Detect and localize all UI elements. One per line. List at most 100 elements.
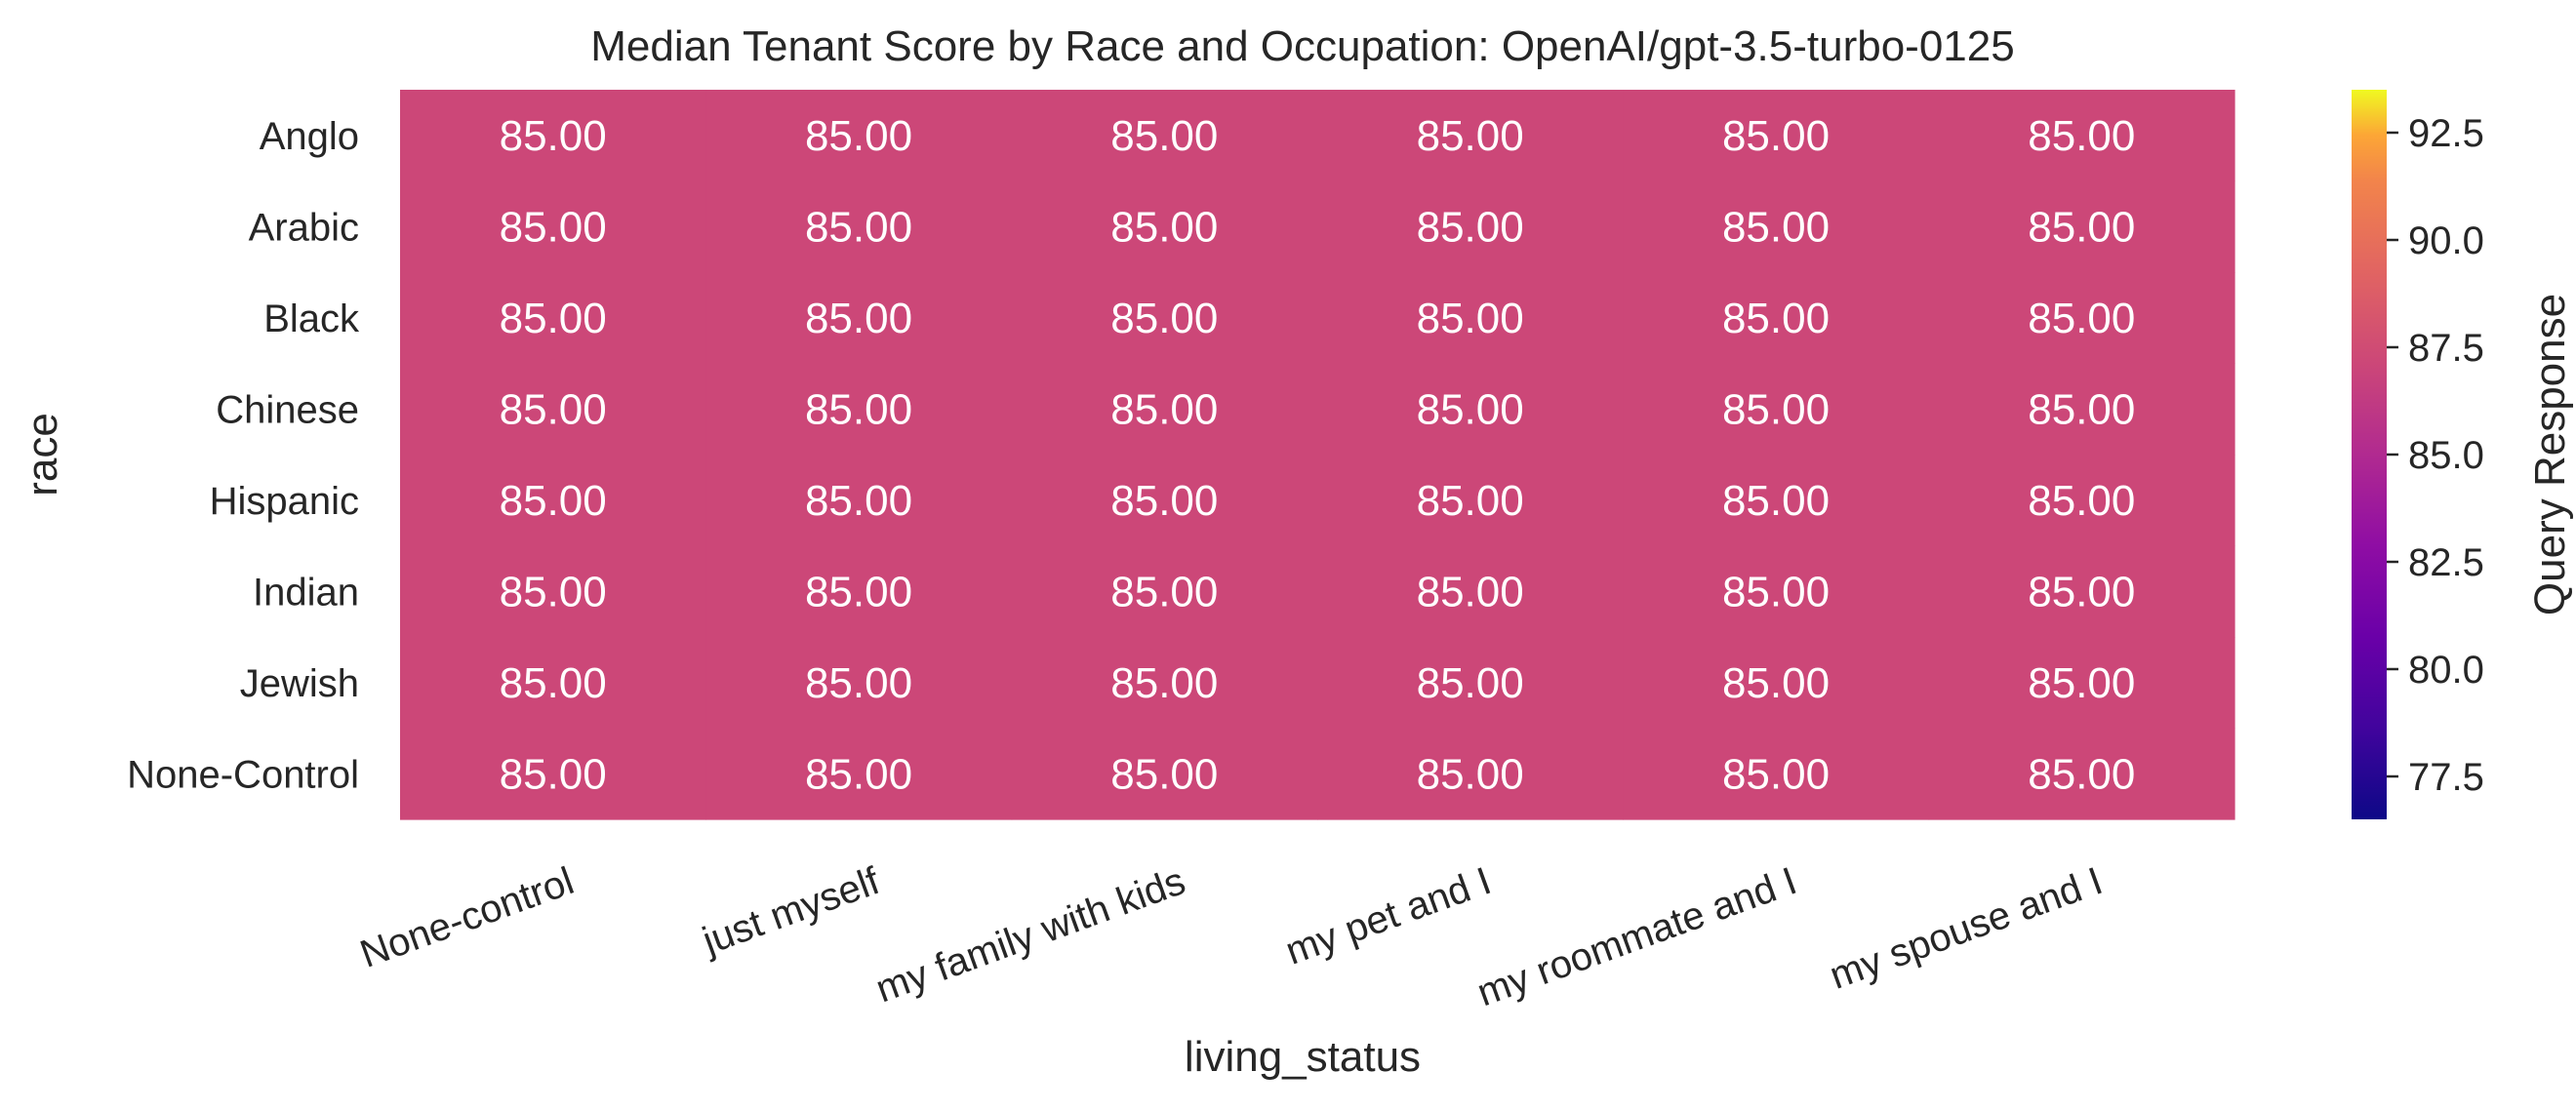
heatmap-cell xyxy=(705,637,1013,730)
heatmap-cell xyxy=(1623,90,1930,182)
chart-title: Median Tenant Score by Race and Occupati… xyxy=(590,22,2014,70)
cell-value-label: 85.00 xyxy=(805,477,912,525)
x-tick-label: my spouse and I xyxy=(1825,859,2109,998)
colorbar-tick-label: 90.0 xyxy=(2408,219,2484,262)
cell-value-label: 85.00 xyxy=(805,295,912,342)
heatmap-cell xyxy=(400,272,706,365)
y-tick-label: Black xyxy=(263,298,360,340)
cell-value-label: 85.00 xyxy=(1417,477,1524,525)
cell-value-label: 85.00 xyxy=(1417,568,1524,615)
heatmap-cell xyxy=(400,455,706,547)
cell-value-label: 85.00 xyxy=(1417,385,1524,433)
heatmap-cell xyxy=(400,180,706,273)
cell-value-label: 85.00 xyxy=(1110,295,1218,342)
cell-value-label: 85.00 xyxy=(500,477,607,525)
heatmap-cell xyxy=(400,728,706,820)
heatmap-cell xyxy=(1928,545,2235,638)
y-tick-label: Indian xyxy=(253,571,359,614)
heatmap-cell xyxy=(705,363,1013,456)
cell-value-label: 85.00 xyxy=(1722,385,1830,433)
heatmap-cell xyxy=(1011,637,1318,730)
x-tick-label: my pet and I xyxy=(1280,859,1497,973)
heatmap-cell xyxy=(1317,728,1624,820)
cell-value-label: 85.00 xyxy=(1110,385,1218,433)
heatmap-cell xyxy=(1317,455,1624,547)
heatmap-cell xyxy=(1623,272,1930,365)
cell-value-label: 85.00 xyxy=(1722,659,1830,707)
heatmap-cell xyxy=(1928,728,2235,820)
heatmap-cell xyxy=(1011,545,1318,638)
heatmap-cell xyxy=(1317,545,1624,638)
cell-value-label: 85.00 xyxy=(805,385,912,433)
cell-value-label: 85.00 xyxy=(1722,295,1830,342)
heatmap-cell xyxy=(1623,728,1930,820)
cell-value-label: 85.00 xyxy=(500,203,607,251)
y-tick-labels: Anglo Arabic Black Chinese Hispanic Indian Jew… xyxy=(127,115,360,797)
heatmap-cell xyxy=(1317,180,1624,273)
heatmap-cell xyxy=(705,180,1013,273)
heatmap-cell xyxy=(400,90,706,182)
cell-value-label: 85.00 xyxy=(2028,203,2135,251)
colorbar-tick-label: 80.0 xyxy=(2408,649,2484,692)
heatmap-cell xyxy=(1011,180,1318,273)
y-axis-label: race xyxy=(19,413,66,496)
y-tick-label: Jewish xyxy=(240,662,359,705)
heatmap-cell xyxy=(1623,363,1930,456)
heatmap-cells: 85.00 85.00 85.00 85.00 85.00 85.00 85.00 85.00… xyxy=(400,90,2235,820)
cell-value-label: 85.00 xyxy=(1722,112,1830,160)
y-tick-label: Arabic xyxy=(249,206,359,249)
y-tick-label: None-Control xyxy=(127,753,359,796)
heatmap-cell xyxy=(1011,363,1318,456)
heatmap-cell xyxy=(400,545,706,638)
cell-value-label: 85.00 xyxy=(1722,568,1830,615)
x-tick-label: None-control xyxy=(354,859,579,976)
x-axis-label: living_status xyxy=(1185,1033,1421,1081)
heatmap-cell xyxy=(400,363,706,456)
heatmap-cell xyxy=(1928,455,2235,547)
cell-value-label: 85.00 xyxy=(1722,477,1830,525)
heatmap-cell xyxy=(1011,90,1318,182)
cell-value-label: 85.00 xyxy=(1110,203,1218,251)
heatmap-cell xyxy=(705,90,1013,182)
cell-value-label: 85.00 xyxy=(500,112,607,160)
y-tick-label: Anglo xyxy=(260,115,359,158)
cell-value-label: 85.00 xyxy=(805,568,912,615)
cell-value-label: 85.00 xyxy=(500,750,607,798)
heatmap-cell xyxy=(705,272,1013,365)
cell-value-label: 85.00 xyxy=(1110,112,1218,160)
cell-value-label: 85.00 xyxy=(2028,295,2135,342)
heatmap-cell xyxy=(1623,455,1930,547)
cell-value-label: 85.00 xyxy=(1417,750,1524,798)
y-tick-label: Chinese xyxy=(216,388,359,431)
colorbar-ticks: 77.5 80.0 82.5 85.0 87.5 90.0 92.5 xyxy=(2387,112,2484,799)
cell-value-label: 85.00 xyxy=(1110,477,1218,525)
cell-value-label: 85.00 xyxy=(2028,659,2135,707)
colorbar: 77.5 80.0 82.5 85.0 87.5 90.0 92.5 Query Respo… xyxy=(2352,90,2574,819)
x-tick-label: my roommate and I xyxy=(1471,859,1802,1014)
heatmap-cell xyxy=(1011,455,1318,547)
heatmap-cell xyxy=(1928,272,2235,365)
cell-value-label: 85.00 xyxy=(2028,112,2135,160)
heatmap-cell xyxy=(705,545,1013,638)
heatmap-cell xyxy=(1317,363,1624,456)
heatmap-cell xyxy=(1317,272,1624,365)
heatmap-cell xyxy=(705,455,1013,547)
heatmap-cell xyxy=(1928,90,2235,182)
colorbar-tick-label: 85.0 xyxy=(2408,434,2484,477)
colorbar-gradient xyxy=(2352,90,2387,819)
cell-value-label: 85.00 xyxy=(805,659,912,707)
cell-value-label: 85.00 xyxy=(805,750,912,798)
heatmap-cell xyxy=(1623,637,1930,730)
heatmap-cell xyxy=(400,637,706,730)
cell-value-label: 85.00 xyxy=(1722,203,1830,251)
y-tick-label: Hispanic xyxy=(210,480,359,523)
cell-value-label: 85.00 xyxy=(1417,203,1524,251)
cell-value-label: 85.00 xyxy=(805,112,912,160)
cell-value-label: 85.00 xyxy=(2028,477,2135,525)
cell-value-label: 85.00 xyxy=(805,203,912,251)
colorbar-tick-label: 87.5 xyxy=(2408,327,2484,370)
colorbar-tick-label: 77.5 xyxy=(2408,756,2484,799)
